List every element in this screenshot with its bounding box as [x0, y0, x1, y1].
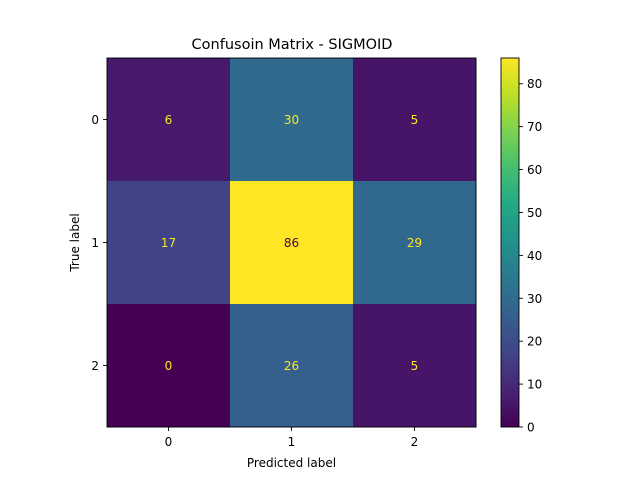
- y-tick-label: 2: [91, 359, 99, 373]
- cell-value-label: 29: [407, 236, 422, 250]
- colorbar-tick-label: 20: [527, 335, 542, 349]
- heatmap-cell-1-0: [107, 181, 231, 305]
- colorbar-tick-label: 60: [527, 163, 542, 177]
- colorbar-tick-label: 0: [527, 421, 535, 435]
- colorbar-tick-label: 70: [527, 120, 542, 134]
- y-axis: 0 1 2: [91, 113, 107, 373]
- colorbar-tick-label: 10: [527, 378, 542, 392]
- heatmap-cell-0-1: [230, 58, 354, 182]
- heatmap-cell-2-2: [353, 304, 477, 428]
- y-axis-label: True label: [68, 213, 82, 272]
- colorbar: [500, 57, 520, 428]
- cell-value-label: 26: [284, 359, 299, 373]
- cell-value-label: 6: [165, 113, 173, 127]
- cell-value-label: 5: [411, 113, 419, 127]
- x-axis-label: Predicted label: [247, 456, 336, 470]
- y-tick-label: 1: [91, 236, 99, 250]
- heatmap-cell-0-2: [353, 58, 477, 182]
- colorbar-tick-label: 30: [527, 292, 542, 306]
- x-tick-label: 0: [165, 435, 173, 449]
- chart-title: Confusoin Matrix - SIGMOID: [192, 37, 393, 53]
- y-tick-label: 0: [91, 113, 99, 127]
- heatmap-cell-1-1: [230, 181, 354, 305]
- colorbar-tick-label: 50: [527, 206, 542, 220]
- heatmap-cell-2-0: [107, 304, 231, 428]
- cell-value-label: 5: [411, 359, 419, 373]
- cell-value-label: 86: [284, 236, 299, 250]
- heatmap-cells: 6 30 5 17 86 29 0 26 5: [107, 58, 477, 428]
- heatmap-cell-2-1: [230, 304, 354, 428]
- heatmap-cell-0-0: [107, 58, 231, 182]
- x-axis: 0 1 2: [165, 427, 419, 449]
- x-tick-label: 2: [411, 435, 419, 449]
- colorbar-ticks: 0 10 20 30 40 50 60 70 80: [519, 77, 542, 435]
- x-tick-label: 1: [288, 435, 296, 449]
- cell-value-label: 0: [165, 359, 173, 373]
- cell-value-label: 17: [161, 236, 176, 250]
- cell-value-label: 30: [284, 113, 299, 127]
- heatmap-cell-1-2: [353, 181, 477, 305]
- colorbar-tick-label: 40: [527, 249, 542, 263]
- colorbar-tick-label: 80: [527, 77, 542, 91]
